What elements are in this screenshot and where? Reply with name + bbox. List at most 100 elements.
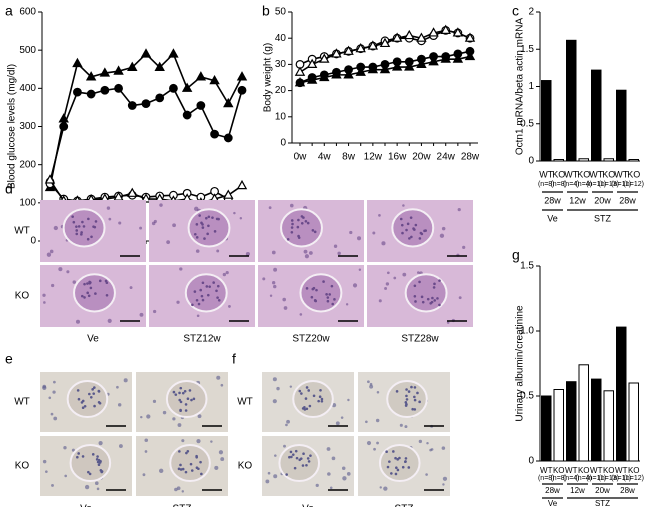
bar [566, 39, 577, 162]
marker [306, 58, 318, 69]
bar [553, 389, 564, 462]
nucleus [203, 237, 206, 240]
x-tick-label: 16w [388, 152, 407, 163]
marker [440, 24, 451, 34]
group-label: 12w [570, 486, 585, 495]
nucleus [413, 294, 417, 298]
nucleus [411, 407, 414, 411]
tissue-dot [378, 299, 382, 303]
tissue-dot [140, 415, 143, 419]
nucleus [75, 229, 79, 232]
n-label: (n=4) [575, 181, 592, 188]
nucleus [322, 280, 325, 283]
tissue-dot [326, 447, 331, 451]
n-label: (n=8) [550, 475, 567, 482]
nucleus [93, 404, 96, 408]
tissue-dot [462, 245, 466, 249]
nucleus [186, 397, 190, 401]
marker [168, 48, 179, 58]
tissue-dot [239, 217, 243, 220]
tissue-dot [376, 441, 379, 445]
marker [355, 42, 366, 53]
y-tick-label: 2 [528, 7, 534, 18]
tissue-dot [439, 233, 445, 238]
nucleus [199, 460, 202, 464]
nucleus [307, 460, 311, 463]
panel-label: g [512, 247, 520, 263]
nucleus [89, 396, 93, 399]
nucleus [201, 226, 205, 229]
tissue-dot [283, 306, 288, 310]
n-label: (n=13) [599, 475, 619, 482]
y-tick-label: 30 [275, 59, 287, 70]
nucleus [413, 398, 417, 402]
x-tick-label: KO [552, 169, 565, 179]
row-label: WT [14, 397, 30, 408]
tissue-dot [42, 459, 47, 464]
tissue-dot [119, 444, 123, 449]
tissue-dot [285, 423, 288, 427]
nucleus [308, 404, 312, 408]
nucleus [433, 299, 437, 302]
nucleus [405, 394, 408, 398]
tissue-dot [366, 440, 372, 446]
nucleus [412, 227, 415, 230]
tissue-dot [53, 380, 56, 384]
y-tick-label: 0 [528, 456, 534, 467]
nucleus [405, 228, 408, 232]
tissue-dot [347, 398, 350, 402]
nucleus [92, 392, 96, 395]
marker [464, 50, 476, 61]
nucleus [178, 398, 182, 402]
tissue-dot [181, 490, 185, 493]
nucleus [290, 455, 293, 459]
nucleus [93, 386, 96, 389]
marker [237, 85, 247, 95]
nucleus [405, 398, 409, 401]
nucleus [178, 391, 181, 395]
n-label: (n=8) [550, 181, 567, 188]
y-axis-label: Octn1 mRNA/beta actin mRNA [515, 18, 526, 156]
panel-label: b [262, 3, 270, 19]
nucleus [418, 237, 422, 240]
tissue-dot [144, 438, 149, 443]
marker [379, 63, 391, 74]
nucleus [184, 470, 188, 474]
nucleus [303, 405, 306, 409]
marker [428, 56, 439, 66]
bar [541, 80, 552, 162]
bar [591, 378, 602, 462]
nucleus [395, 390, 399, 393]
nucleus [404, 457, 408, 460]
nucleus [192, 397, 196, 401]
panel-label: e [5, 351, 13, 367]
nucleus [305, 287, 309, 290]
nucleus [97, 463, 101, 467]
nucleus [418, 400, 421, 404]
tissue-dot [402, 204, 405, 207]
y-tick-label: 0.5 [520, 118, 534, 129]
column-label: STZ [395, 504, 414, 507]
tissue-dot [139, 226, 143, 230]
panel-label: c [512, 3, 519, 19]
nucleus [199, 288, 203, 292]
nucleus [75, 232, 79, 236]
glomerulus [66, 380, 109, 418]
nucleus [289, 450, 293, 454]
marker [428, 27, 439, 37]
tissue-dot [196, 439, 201, 444]
nucleus [286, 237, 290, 241]
tissue-dot [172, 223, 176, 228]
marker [331, 48, 342, 58]
marker [169, 83, 178, 93]
tissue-dot [158, 468, 164, 474]
marker [127, 187, 138, 197]
nucleus [407, 390, 411, 393]
nucleus [313, 230, 317, 234]
tissue-dot [268, 206, 272, 210]
tissue-dot [45, 470, 48, 474]
nucleus [305, 386, 309, 389]
nucleus [285, 473, 288, 476]
tissue-dot [43, 301, 46, 304]
marker [155, 93, 165, 103]
